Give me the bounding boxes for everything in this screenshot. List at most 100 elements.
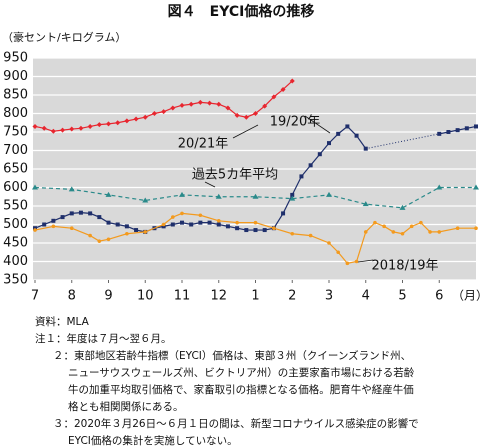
marker (290, 231, 295, 236)
marker (180, 211, 184, 216)
marker (345, 124, 350, 129)
marker (345, 261, 350, 266)
marker (244, 228, 249, 233)
marker (50, 128, 56, 134)
marker (88, 211, 93, 216)
marker (437, 131, 442, 136)
chart-title: 図４ EYCI価格の推移 (168, 3, 315, 20)
note: 牛の加重平均取引価格で、家畜取引の指標となる価格。肥育牛や経産牛価 (68, 383, 414, 396)
marker (198, 213, 203, 218)
marker (225, 105, 231, 111)
gap-connector (365, 133, 440, 150)
marker (115, 120, 121, 126)
marker (473, 184, 479, 190)
marker (180, 220, 184, 225)
marker (33, 228, 37, 232)
marker (68, 186, 75, 192)
marker (409, 224, 414, 229)
leader-line (204, 181, 216, 188)
marker (161, 109, 167, 115)
marker (280, 86, 286, 92)
marker (354, 133, 359, 138)
marker (207, 220, 212, 225)
marker (354, 259, 359, 264)
marker (363, 146, 368, 151)
series-label: 20/21年 (178, 137, 228, 152)
note: 格とも相関関係にある。 (68, 400, 184, 413)
marker (170, 105, 176, 111)
marker (243, 114, 249, 120)
marker (179, 191, 185, 197)
marker (235, 220, 239, 225)
marker (363, 230, 368, 234)
marker (299, 174, 304, 179)
marker (216, 101, 222, 107)
marker (419, 220, 423, 225)
marker (188, 101, 194, 107)
series-label: 2018/19年 (371, 259, 438, 274)
marker (124, 118, 130, 124)
y-tick-label: 850 (3, 88, 28, 103)
marker (69, 126, 75, 132)
marker (189, 222, 194, 227)
marker (271, 94, 277, 100)
marker (133, 116, 139, 122)
marker (399, 204, 406, 210)
marker (69, 211, 74, 216)
x-tick-label: 6 (435, 289, 443, 304)
marker (308, 233, 313, 238)
x-tick-label: 9 (104, 289, 112, 304)
note: 注１：年度は７月～翌６月。 (35, 332, 172, 345)
y-tick-label: 400 (3, 254, 28, 269)
marker (253, 111, 258, 116)
marker (78, 210, 83, 215)
marker (51, 224, 56, 229)
marker (143, 230, 148, 234)
marker (289, 78, 295, 84)
marker (105, 191, 112, 197)
marker (216, 219, 221, 223)
leader-line (304, 115, 331, 134)
x-tick-label: 1 (251, 289, 259, 304)
x-tick-label: 11 (174, 289, 191, 304)
marker (198, 220, 203, 225)
marker (87, 123, 93, 129)
marker (60, 215, 65, 220)
marker (78, 125, 84, 131)
marker (161, 222, 166, 227)
leader-line (232, 124, 259, 139)
x-tick-label: 8 (68, 289, 76, 304)
marker (115, 222, 120, 227)
marker (373, 220, 377, 225)
y-tick-label: 600 (3, 180, 28, 195)
marker (400, 231, 405, 236)
y-tick-label: 350 (3, 273, 28, 288)
marker (234, 112, 240, 118)
marker (142, 114, 148, 120)
note: ニューサウスウェールズ州、ビクトリア州）の主要家畜市場における若齢 (68, 366, 415, 379)
marker (88, 233, 92, 238)
marker (326, 191, 332, 197)
y-tick-label: 650 (3, 162, 28, 177)
marker (106, 220, 111, 225)
note: ２：東部地区若齢牛指標（EYCI）価格は、東部３州（クイーンズランド州、 (53, 349, 411, 362)
marker (308, 163, 313, 168)
marker (474, 124, 478, 129)
marker (436, 184, 443, 190)
marker (33, 226, 37, 231)
series-label: 19/20年 (270, 115, 320, 130)
y-tick-label: 950 (3, 51, 28, 66)
marker (464, 126, 469, 131)
marker (134, 228, 139, 233)
marker (290, 192, 295, 197)
x-axis-label: （月） (452, 289, 482, 303)
marker (289, 195, 296, 201)
y-tick-label: 900 (3, 69, 28, 84)
y-tick-label: 750 (3, 125, 28, 140)
note: ３：2020年３月26日～６月１日の間は、新型コロナウイルス感染症の影響で (53, 417, 419, 430)
note: 資料：MLA (35, 315, 90, 328)
marker (69, 226, 74, 230)
marker (216, 222, 221, 227)
marker (171, 215, 175, 219)
